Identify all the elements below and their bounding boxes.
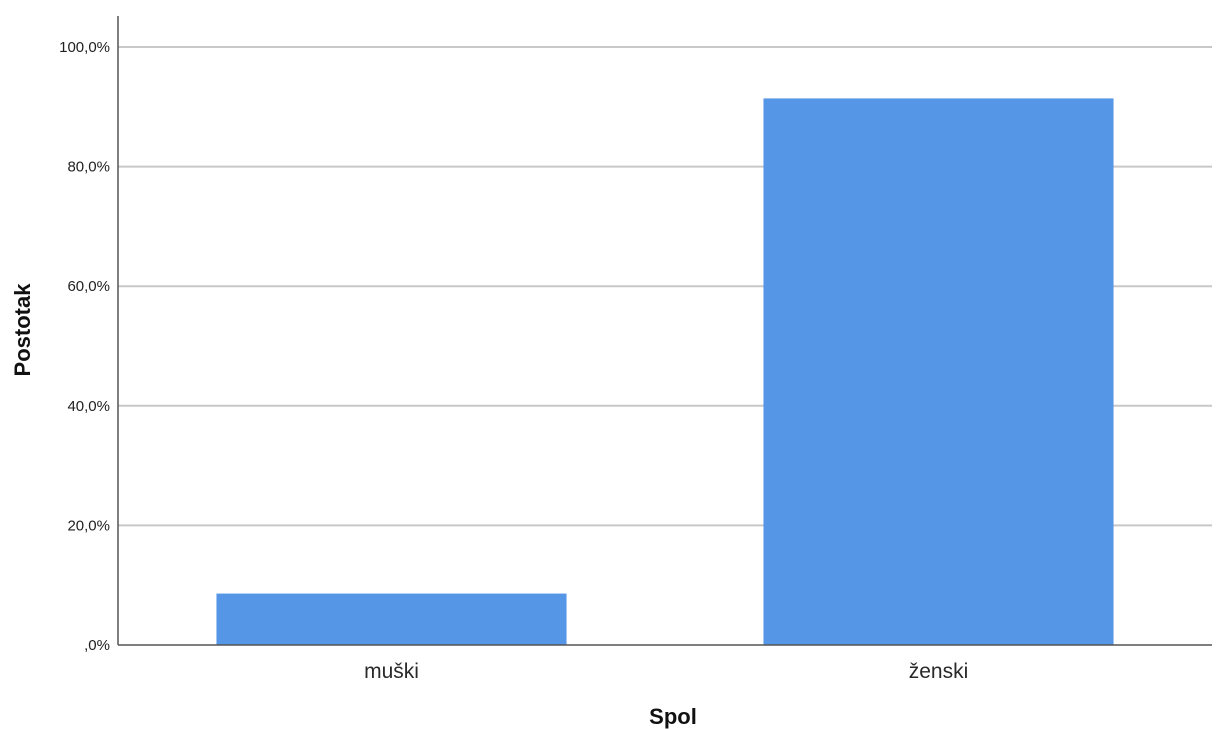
y-tick-label: 100,0%	[59, 39, 110, 56]
y-tick-label: ,0%	[84, 637, 110, 654]
bar	[763, 98, 1114, 646]
x-tick-labels: muški ženski	[364, 660, 968, 683]
y-axis-title: Postotak	[10, 283, 35, 377]
y-tick-label: 40,0%	[67, 398, 110, 415]
y-tick-label: 80,0%	[67, 159, 110, 176]
x-tick-label: muški	[364, 660, 419, 683]
y-tick-labels: ,0% 20,0% 40,0% 60,0% 80,0% 100,0%	[59, 39, 110, 654]
y-tick-label: 60,0%	[67, 278, 110, 295]
bars	[216, 98, 1114, 646]
x-axis-title: Spol	[649, 704, 697, 729]
x-tick-label: ženski	[909, 660, 969, 683]
bar	[216, 593, 567, 645]
y-tick-label: 20,0%	[67, 517, 110, 534]
